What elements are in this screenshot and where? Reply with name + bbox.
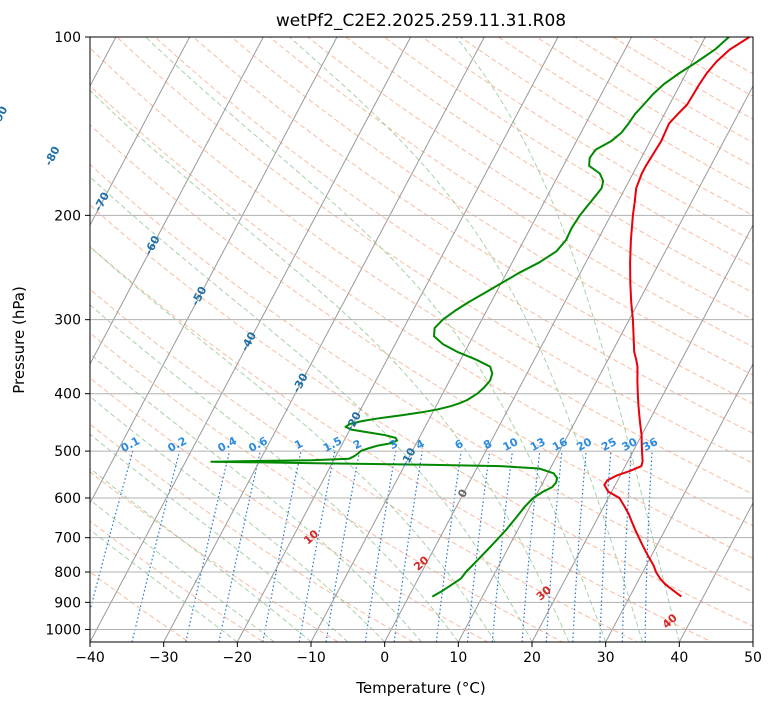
temperature-line xyxy=(603,37,751,598)
background-lines xyxy=(90,37,753,642)
isotherm-line xyxy=(90,37,412,642)
mixing-ratio-label: 13 xyxy=(528,435,548,454)
isotherm-line xyxy=(90,37,338,505)
moist-adiabat xyxy=(90,246,496,642)
dry-adiabat xyxy=(268,37,753,348)
mixing-ratio-label: 16 xyxy=(550,435,570,454)
moist-adiabat xyxy=(90,395,386,642)
isotherm-line xyxy=(678,501,753,642)
mixing-ratio-line xyxy=(466,451,491,642)
dry-adiabat xyxy=(192,37,753,405)
mixing-ratio-line xyxy=(218,450,261,642)
y-tick-label: 200 xyxy=(54,208,81,224)
moist-adiabat xyxy=(455,37,680,642)
dry-adiabat xyxy=(459,37,753,217)
isotherm-line xyxy=(457,84,753,642)
x-tick-label: 10 xyxy=(449,650,467,666)
dry-adiabat xyxy=(535,37,753,167)
y-axis: 1000 900 800 700 600 500 400 300 200 100 xyxy=(45,30,90,638)
y-axis-label: Pressure (hPa) xyxy=(10,286,28,394)
mixing-ratio-label: 36 xyxy=(640,435,660,454)
moist-adiabat xyxy=(90,176,533,642)
isotherm-line xyxy=(236,37,559,642)
mixing-ratio-label: 30 xyxy=(620,435,640,454)
y-tick-label: 100 xyxy=(54,30,81,46)
y-tick-label: 800 xyxy=(54,565,81,581)
dry-adiabat xyxy=(497,37,753,192)
profile-lines xyxy=(210,37,751,598)
y-tick-label: 400 xyxy=(54,387,81,403)
y-tick-label: 600 xyxy=(54,491,81,507)
chart-title: wetPf2_C2E2.2025.259.11.31.R08 xyxy=(276,11,566,31)
x-tick-label: 50 xyxy=(744,650,762,666)
y-tick-label: 1000 xyxy=(45,622,81,638)
x-tick-label: −30 xyxy=(149,650,179,666)
mixing-ratio-line xyxy=(325,450,361,642)
moist-adiabat xyxy=(90,89,570,642)
y-tick-label: 300 xyxy=(54,313,81,329)
mixing-ratio-line xyxy=(364,451,397,642)
mixing-ratio-label: 25 xyxy=(599,435,619,454)
isotherm-line xyxy=(531,223,753,642)
mixing-ratio-line xyxy=(435,451,462,642)
plot-frame xyxy=(89,36,754,643)
dewpoint-line xyxy=(210,37,730,598)
dry-adiabat xyxy=(116,37,753,464)
isotherm-line xyxy=(90,37,191,227)
mixing-ratio-line xyxy=(185,450,231,642)
isotherm-line xyxy=(605,362,753,642)
moist-adiabat xyxy=(90,353,422,642)
x-axis-label: Temperature (°C) xyxy=(355,679,485,697)
y-tick-label: 900 xyxy=(54,595,81,611)
x-tick-label: −10 xyxy=(296,650,326,666)
x-tick-label: 20 xyxy=(523,650,541,666)
x-tick-label: 0 xyxy=(380,650,389,666)
isotherm-line xyxy=(310,37,633,642)
mixing-ratio-line xyxy=(262,450,302,642)
mixing-ratio-line xyxy=(131,450,181,642)
moist-adiabat xyxy=(145,37,607,642)
moist-adiabat xyxy=(90,499,275,642)
dry-adiabat xyxy=(90,471,340,642)
isotherm-line xyxy=(163,37,485,642)
dry-adiabat xyxy=(230,37,753,376)
x-tick-label: −20 xyxy=(223,650,253,666)
mixing-ratio-label: 20 xyxy=(574,435,594,454)
pressure-gridlines xyxy=(90,37,753,630)
y-tick-label: 500 xyxy=(54,444,81,460)
dry-adiabat xyxy=(90,245,713,642)
dry-adiabat xyxy=(421,37,753,242)
dry-adiabat xyxy=(90,163,753,593)
mixing-ratio-line xyxy=(298,450,336,642)
isotherm-label: -90 xyxy=(0,104,11,128)
mixing-ratio-line xyxy=(393,451,423,642)
dry-adiabat xyxy=(90,85,753,527)
dry-adiabat xyxy=(90,124,753,559)
isotherm-line xyxy=(384,37,706,642)
dry-adiabat xyxy=(90,423,414,642)
y-tick-label: 700 xyxy=(54,531,81,547)
moist-adiabat xyxy=(90,304,459,642)
x-tick-label: −40 xyxy=(75,650,105,666)
x-axis: −40 −30 −20 −10 0 10 20 30 40 50 xyxy=(75,642,762,666)
dry-adiabat xyxy=(154,37,753,434)
dry-adiabat xyxy=(90,288,639,642)
x-tick-label: 40 xyxy=(670,650,688,666)
mixing-ratio-label: 10 xyxy=(501,435,521,454)
dry-adiabat xyxy=(90,520,265,642)
isotherm-line xyxy=(90,37,264,366)
dry-adiabat xyxy=(306,37,753,321)
x-tick-label: 30 xyxy=(597,650,615,666)
